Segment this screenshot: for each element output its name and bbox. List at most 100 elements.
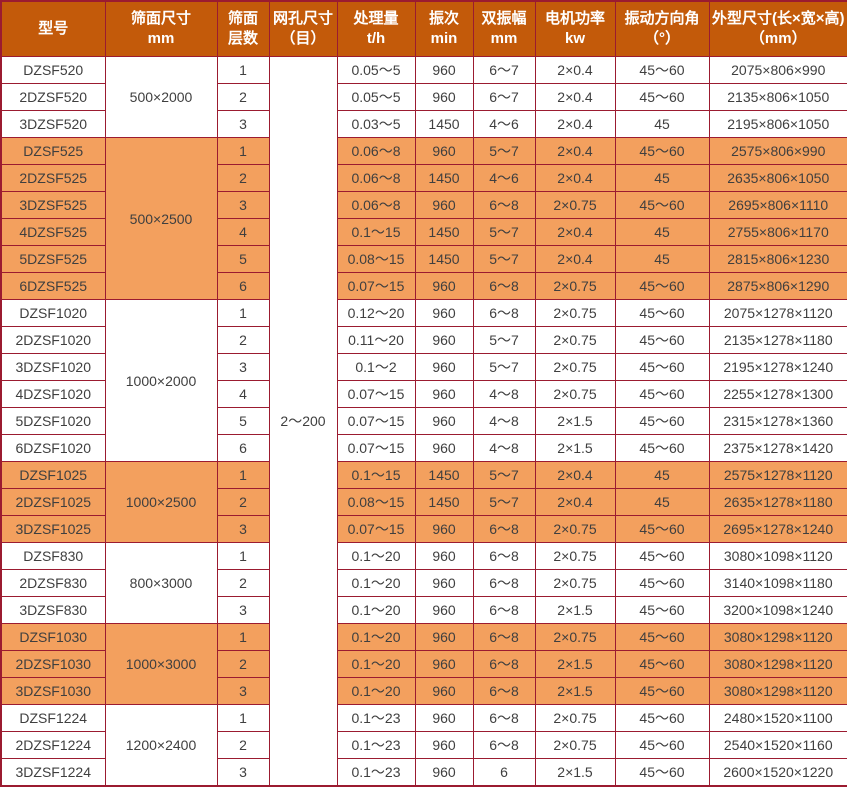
cell-capacity: 0.05～5 [337, 57, 415, 84]
cell-angle: 45～60 [615, 57, 709, 84]
cell-amplitude: 5～7 [473, 354, 535, 381]
cell-layers: 3 [217, 192, 269, 219]
column-header-angle: 振动方向角（°） [615, 1, 709, 57]
cell-amplitude: 6～7 [473, 84, 535, 111]
cell-capacity: 0.05～5 [337, 84, 415, 111]
cell-layers: 1 [217, 705, 269, 732]
cell-angle: 45～60 [615, 84, 709, 111]
cell-dimensions: 2635×806×1050 [709, 165, 847, 192]
cell-power: 2×0.4 [535, 138, 615, 165]
cell-capacity: 0.07～15 [337, 408, 415, 435]
cell-dimensions: 3200×1098×1240 [709, 597, 847, 624]
cell-angle: 45 [615, 489, 709, 516]
cell-layers: 6 [217, 435, 269, 462]
cell-angle: 45～60 [615, 273, 709, 300]
cell-angle: 45 [615, 165, 709, 192]
cell-amplitude: 4～6 [473, 111, 535, 138]
cell-dimensions: 2575×1278×1120 [709, 462, 847, 489]
cell-dimensions: 2255×1278×1300 [709, 381, 847, 408]
cell-amplitude: 4～6 [473, 165, 535, 192]
cell-capacity: 0.1～2 [337, 354, 415, 381]
cell-model: 4DZSF1020 [1, 381, 105, 408]
cell-layers: 3 [217, 516, 269, 543]
cell-angle: 45 [615, 219, 709, 246]
cell-dimensions: 3080×1098×1120 [709, 543, 847, 570]
cell-amplitude: 5～7 [473, 462, 535, 489]
cell-model: DZSF1020 [1, 300, 105, 327]
cell-model: 4DZSF525 [1, 219, 105, 246]
cell-frequency: 960 [415, 300, 473, 327]
cell-layers: 4 [217, 219, 269, 246]
cell-power: 2×1.5 [535, 651, 615, 678]
cell-frequency: 960 [415, 651, 473, 678]
column-header-layers-line1: 筛面 [218, 9, 269, 29]
cell-frequency: 960 [415, 516, 473, 543]
cell-amplitude: 6～8 [473, 732, 535, 759]
cell-layers: 3 [217, 759, 269, 787]
cell-model: 2DZSF1224 [1, 732, 105, 759]
cell-power: 2×0.75 [535, 327, 615, 354]
cell-layers: 3 [217, 678, 269, 705]
column-header-frequency-line1: 振次 [416, 9, 473, 29]
cell-capacity: 0.1～20 [337, 597, 415, 624]
cell-dimensions: 3080×1298×1120 [709, 651, 847, 678]
cell-power: 2×0.75 [535, 516, 615, 543]
cell-power: 2×1.5 [535, 408, 615, 435]
cell-power: 2×0.75 [535, 354, 615, 381]
cell-power: 2×0.75 [535, 732, 615, 759]
cell-power: 2×0.4 [535, 219, 615, 246]
cell-dimensions: 2695×806×1110 [709, 192, 847, 219]
cell-amplitude: 4～8 [473, 435, 535, 462]
cell-angle: 45～60 [615, 354, 709, 381]
cell-angle: 45～60 [615, 435, 709, 462]
cell-model: 5DZSF525 [1, 246, 105, 273]
cell-layers: 1 [217, 462, 269, 489]
cell-power: 2×1.5 [535, 759, 615, 787]
cell-screen-size: 1200×2400 [105, 705, 217, 787]
cell-amplitude: 5～7 [473, 219, 535, 246]
cell-frequency: 1450 [415, 489, 473, 516]
cell-power: 2×0.4 [535, 246, 615, 273]
cell-dimensions: 2075×1278×1120 [709, 300, 847, 327]
cell-angle: 45～60 [615, 300, 709, 327]
cell-capacity: 0.1～23 [337, 759, 415, 787]
cell-frequency: 1450 [415, 219, 473, 246]
cell-power: 2×0.75 [535, 381, 615, 408]
cell-capacity: 0.1～20 [337, 678, 415, 705]
cell-angle: 45～60 [615, 732, 709, 759]
cell-frequency: 960 [415, 435, 473, 462]
cell-power: 2×0.4 [535, 462, 615, 489]
cell-capacity: 0.1～15 [337, 462, 415, 489]
column-header-layers-line2: 层数 [218, 29, 269, 49]
cell-capacity: 0.06～8 [337, 192, 415, 219]
cell-layers: 2 [217, 327, 269, 354]
cell-power: 2×0.75 [535, 300, 615, 327]
cell-model: 2DZSF520 [1, 84, 105, 111]
column-header-screensize-line2: mm [106, 29, 217, 49]
cell-angle: 45～60 [615, 678, 709, 705]
column-header-power-line2: kw [536, 29, 615, 49]
cell-angle: 45 [615, 462, 709, 489]
cell-layers: 3 [217, 354, 269, 381]
cell-dimensions: 2815×806×1230 [709, 246, 847, 273]
cell-model: 3DZSF1020 [1, 354, 105, 381]
cell-capacity: 0.07～15 [337, 273, 415, 300]
cell-amplitude: 6～8 [473, 570, 535, 597]
cell-angle: 45～60 [615, 327, 709, 354]
column-header-power-line1: 电机功率 [536, 9, 615, 29]
cell-layers: 2 [217, 732, 269, 759]
cell-amplitude: 6～8 [473, 192, 535, 219]
cell-power: 2×0.4 [535, 84, 615, 111]
cell-model: 2DZSF1025 [1, 489, 105, 516]
cell-capacity: 0.07～15 [337, 516, 415, 543]
cell-model: DZSF520 [1, 57, 105, 84]
cell-model: 2DZSF525 [1, 165, 105, 192]
cell-layers: 5 [217, 246, 269, 273]
column-header-frequency-line2: min [416, 29, 473, 49]
